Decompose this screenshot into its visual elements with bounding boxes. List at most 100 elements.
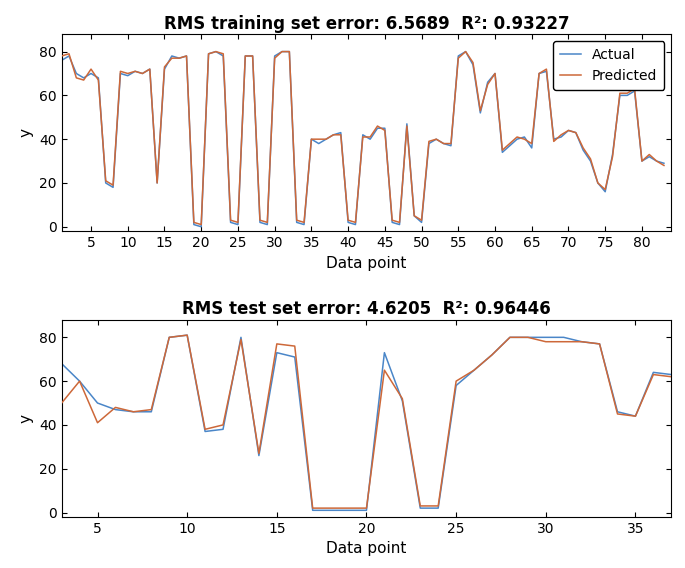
Actual [327,507,335,513]
Actual [452,382,460,389]
Predicted [75,378,84,385]
Actual [147,408,155,415]
Predicted [380,367,388,374]
Actual [595,340,603,347]
Predicted [524,334,532,341]
Actual [75,378,84,385]
Title: RMS training set error: 6.5689  R²: 0.93227: RMS training set error: 6.5689 R²: 0.932… [164,15,569,32]
Predicted [58,400,66,407]
Y-axis label: y: y [18,414,34,423]
Y-axis label: y: y [18,128,34,137]
Actual [95,74,103,81]
Actual [470,367,478,374]
Line: Actual: Actual [62,335,685,512]
Actual [237,334,245,341]
Predicted [93,419,101,426]
Actual [345,507,353,513]
Predicted [290,343,299,349]
Actual [93,400,101,407]
Predicted [255,450,263,457]
Predicted [595,340,603,347]
Predicted [201,426,209,433]
Actual [613,408,621,415]
Predicted [667,373,675,380]
Predicted [470,367,478,374]
Actual [524,334,532,341]
Actual [290,354,299,361]
Actual [380,349,388,356]
Predicted [542,339,550,345]
Actual [362,507,371,513]
Actual [273,349,281,356]
Actual [432,136,440,143]
Actual [112,406,120,413]
Actual [434,505,443,512]
Predicted [129,408,138,415]
Predicted [432,136,440,143]
Actual [201,428,209,435]
Predicted [560,339,568,345]
Predicted [237,336,245,343]
Predicted [506,140,514,147]
Actual [308,507,316,513]
Predicted [308,505,316,512]
Predicted [112,404,120,411]
Title: RMS test set error: 4.6205  R²: 0.96446: RMS test set error: 4.6205 R²: 0.96446 [182,300,551,318]
Predicted [327,505,335,512]
Actual [649,369,658,376]
Actual [543,68,551,75]
Actual [506,143,514,149]
Actual [165,334,173,341]
Predicted [452,378,460,385]
Actual [398,398,406,404]
Actual [58,360,66,367]
Predicted [577,339,586,345]
Predicted [147,406,155,413]
Predicted [632,413,640,420]
X-axis label: Data point: Data point [326,256,407,270]
Actual [182,53,190,60]
Actual [660,160,668,166]
Predicted [212,48,220,55]
Line: Predicted: Predicted [62,52,664,224]
Actual [488,352,496,358]
Actual [129,408,138,415]
Predicted [273,340,281,347]
X-axis label: Data point: Data point [326,541,407,556]
Actual [219,426,227,433]
Predicted [488,352,496,358]
Predicted [345,505,353,512]
Actual [416,505,425,512]
Predicted [219,421,227,428]
Predicted [362,505,371,512]
Predicted [416,503,425,509]
Actual [667,371,675,378]
Predicted [434,503,443,509]
Actual [183,332,191,339]
Predicted [398,395,406,402]
Line: Predicted: Predicted [62,335,685,510]
Actual [58,57,66,64]
Predicted [58,53,66,60]
Actual [212,48,220,55]
Predicted [183,332,191,339]
Actual [577,339,586,345]
Predicted [660,162,668,169]
Actual [506,334,514,341]
Predicted [165,334,173,341]
Legend: Actual, Predicted: Actual, Predicted [553,41,664,90]
Predicted [146,66,154,73]
Actual [560,334,568,341]
Predicted [95,77,103,83]
Actual [542,334,550,341]
Actual [146,66,154,73]
Predicted [506,334,514,341]
Predicted [182,53,190,60]
Line: Actual: Actual [62,52,664,227]
Actual [632,413,640,420]
Actual [255,452,263,459]
Predicted [649,371,658,378]
Predicted [543,66,551,73]
Actual [197,223,205,230]
Predicted [613,411,621,417]
